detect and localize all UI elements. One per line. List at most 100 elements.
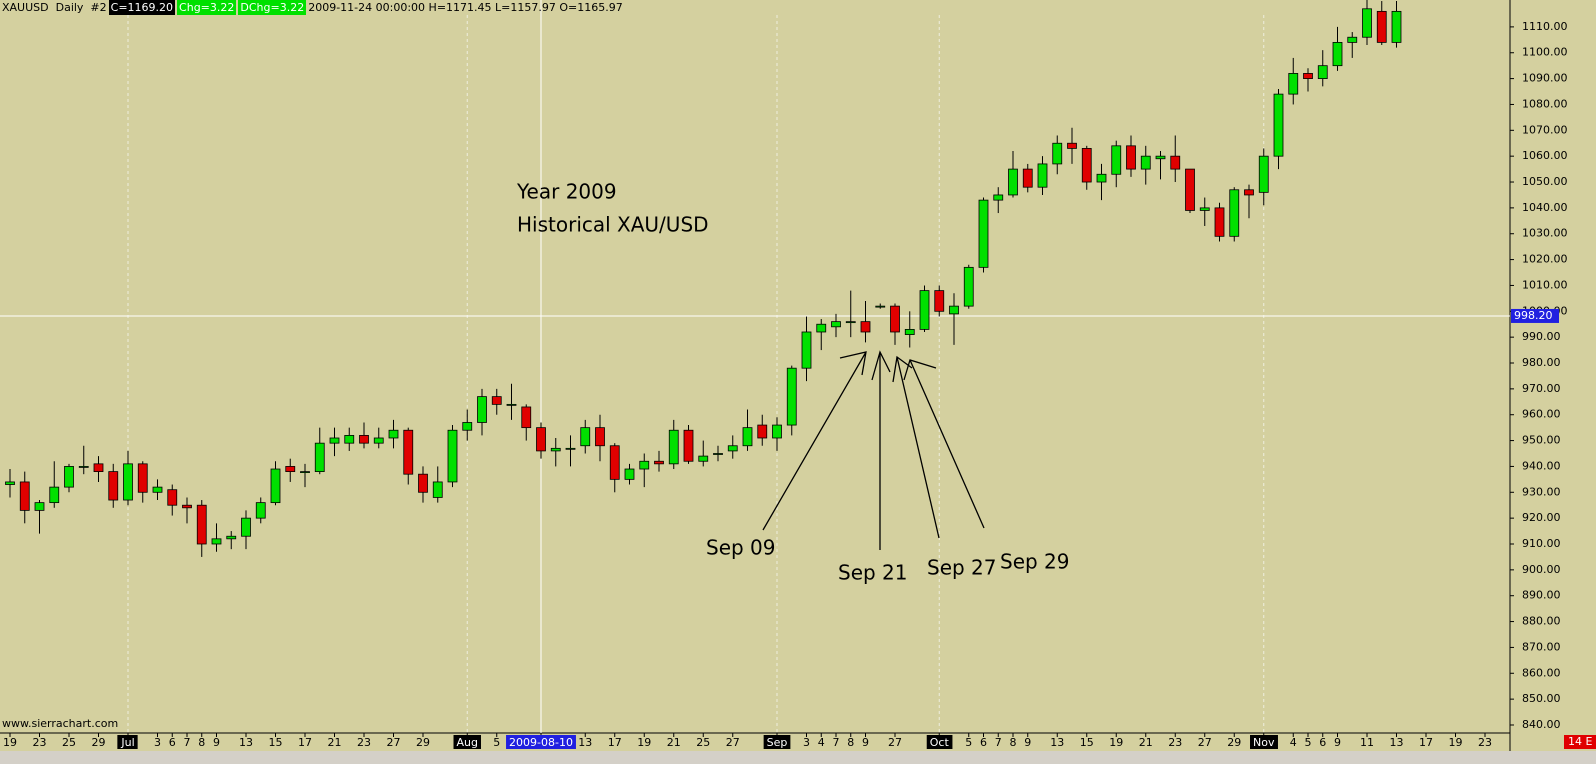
x-tick-label: 6 (169, 736, 176, 749)
x-tick-label: 21 (667, 736, 681, 749)
y-tick-label: 1050.00 (1522, 175, 1568, 188)
month-label-box (763, 735, 791, 749)
y-tick-label: 900.00 (1522, 563, 1561, 576)
x-tick-label: 23 (33, 736, 47, 749)
candle-body (1185, 168, 1195, 211)
candle-body (491, 396, 502, 405)
candle-body (373, 437, 384, 444)
x-tick-label: 27 (888, 736, 902, 749)
crosshair-price-label: 998.20 (1514, 309, 1553, 322)
y-tick-label: 1090.00 (1522, 72, 1568, 85)
x-tick-label: 15 (1080, 736, 1094, 749)
x-tick-label: 29 (92, 736, 106, 749)
candle-body (536, 427, 546, 452)
candles (5, 0, 1402, 557)
candle-body (167, 489, 178, 506)
x-tick-label: 11 (1360, 736, 1374, 749)
candle-body (1008, 168, 1018, 196)
candle-body (1258, 155, 1269, 193)
y-tick-label: 970.00 (1522, 382, 1561, 395)
x-tick-label: 25 (696, 736, 710, 749)
candle-body (314, 442, 325, 473)
x-tick-label: 17 (1419, 736, 1433, 749)
candle-body (934, 290, 945, 312)
candle-body (5, 481, 15, 485)
y-tick-label: 850.00 (1522, 692, 1561, 705)
x-tick-label: 19 (637, 736, 651, 749)
candle-body (1391, 10, 1402, 43)
candle-body (64, 466, 74, 488)
candle-body (624, 468, 635, 480)
candle-body (388, 429, 399, 439)
y-tick-label: 980.00 (1522, 356, 1561, 369)
candle-body (683, 429, 694, 462)
candle-body (772, 424, 782, 439)
x-tick-label: 29 (1227, 736, 1241, 749)
x-tick-label: 7 (833, 736, 840, 749)
y-tick-label: 1100.00 (1522, 46, 1568, 59)
candle-body (34, 502, 45, 511)
candle-body (668, 429, 679, 465)
x-tick-label: 27 (387, 736, 401, 749)
x-tick-label: 4 (818, 736, 825, 749)
candle-body (359, 435, 369, 444)
corner-label: 14 E (1568, 735, 1592, 748)
y-tick-label: 870.00 (1522, 640, 1561, 653)
candle-body (786, 367, 797, 426)
candle-body (963, 266, 974, 307)
y-tick-label: 840.00 (1522, 718, 1561, 731)
candle-body (19, 481, 30, 511)
grid (0, 0, 1510, 733)
x-tick-label: Nov (1253, 736, 1275, 749)
x-tick-label: 8 (847, 736, 854, 749)
candle-body (1140, 155, 1151, 170)
candle-body (919, 290, 930, 330)
y-tick-label: 930.00 (1522, 485, 1561, 498)
x-tick-label: 6 (1319, 736, 1326, 749)
candle-body (432, 481, 443, 498)
candle-body (1096, 173, 1107, 183)
candle-body (698, 455, 709, 462)
candle-body (993, 194, 1004, 201)
annotation: Sep 27 (927, 556, 997, 580)
candle-body (521, 406, 532, 429)
candle-body (1037, 163, 1048, 188)
candle-body (403, 429, 414, 475)
candle-body (1244, 189, 1254, 196)
candle-body (860, 321, 871, 333)
candle-body (506, 403, 517, 406)
y-tick-label: 860.00 (1522, 666, 1561, 679)
candle-body (904, 328, 915, 335)
x-tick-label: 21 (328, 736, 342, 749)
candle-body (1052, 142, 1063, 165)
x-tick-label: 15 (269, 736, 283, 749)
candle-body (1288, 73, 1299, 95)
x-tick-label: 9 (1024, 736, 1031, 749)
candle-body (1303, 73, 1313, 80)
y-tick-label: 1070.00 (1522, 123, 1568, 136)
x-tick-label: 25 (62, 736, 76, 749)
month-label-box (1250, 735, 1278, 749)
candle-body (978, 199, 989, 268)
x-tick-label: 13 (1390, 736, 1404, 749)
arrows (762, 350, 985, 550)
candle-body (1347, 36, 1358, 43)
y-tick-label: 950.00 (1522, 434, 1561, 447)
candle-body (801, 331, 812, 369)
arrow (871, 350, 891, 550)
candle-body (1317, 65, 1328, 80)
candle-body (462, 422, 473, 431)
x-tick-label: 13 (578, 736, 592, 749)
candle-body (211, 538, 222, 545)
candle-body (831, 321, 841, 328)
x-tick-label: Aug (457, 736, 478, 749)
month-label-box (117, 735, 138, 749)
candle-body (565, 447, 576, 450)
candle-body (49, 486, 60, 504)
y-tick-label: 890.00 (1522, 589, 1561, 602)
candle-body (949, 305, 959, 315)
candle-body (255, 502, 266, 519)
candle-body (742, 427, 753, 447)
y-tick-label: 1020.00 (1522, 253, 1568, 266)
x-tick-label: 23 (1478, 736, 1492, 749)
